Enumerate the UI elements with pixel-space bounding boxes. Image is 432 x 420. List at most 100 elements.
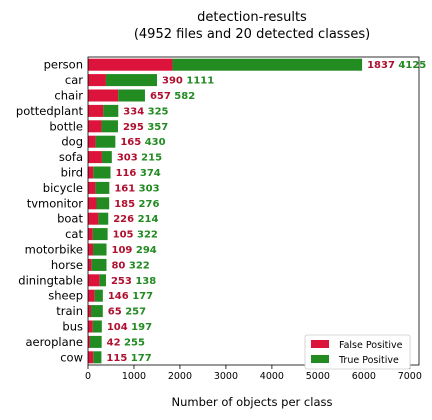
- legend-swatch-false-positive: [311, 340, 329, 348]
- value-false-positive-boat: 226: [113, 214, 134, 225]
- x-axis-label: Number of objects per class: [172, 395, 333, 409]
- bar-true-positive-bottle: [101, 120, 118, 133]
- bar-false-positive-cow: [88, 351, 94, 364]
- bar-false-positive-sofa: [88, 151, 102, 164]
- bar-false-positive-bird: [88, 166, 94, 179]
- value-label-horse: 80 322: [111, 260, 149, 271]
- value-false-positive-person: 1837: [367, 60, 395, 71]
- bar-true-positive-diningtable: [99, 274, 106, 287]
- value-label-sofa: 303 215: [117, 153, 162, 164]
- value-label-bottle: 295 357: [123, 122, 168, 133]
- value-true-positive-bus: 197: [128, 322, 152, 333]
- value-label-boat: 226 214: [113, 214, 158, 225]
- category-label-bus: bus: [62, 320, 83, 334]
- legend-label-false-positive: False Positive: [339, 340, 403, 351]
- value-false-positive-dog: 165: [120, 137, 141, 148]
- value-true-positive-motorbike: 294: [132, 245, 156, 256]
- bar-false-positive-boat: [88, 212, 99, 225]
- value-label-dog: 165 430: [120, 137, 165, 148]
- bar-false-positive-diningtable: [88, 274, 100, 287]
- bar-true-positive-bus: [92, 320, 102, 333]
- x-tick-label-4000: 4000: [260, 371, 284, 382]
- bar-true-positive-aeroplane: [89, 335, 102, 348]
- bar-false-positive-dog: [88, 135, 96, 148]
- category-label-chair: chair: [54, 89, 83, 103]
- category-label-diningtable: diningtable: [18, 273, 83, 287]
- value-false-positive-tvmonitor: 185: [114, 199, 135, 210]
- value-false-positive-chair: 657: [150, 91, 171, 102]
- value-true-positive-boat: 214: [134, 214, 158, 225]
- plot-frame: [87, 56, 420, 366]
- category-label-cow: cow: [60, 350, 83, 364]
- category-label-boat: boat: [57, 212, 83, 226]
- value-true-positive-cow: 177: [127, 353, 151, 364]
- x-tick-label-7000: 7000: [398, 371, 422, 382]
- legend-swatch-true-positive: [311, 355, 329, 363]
- x-tick-label-1000: 1000: [122, 371, 146, 382]
- value-false-positive-motorbike: 109: [112, 245, 133, 256]
- value-true-positive-tvmonitor: 276: [135, 199, 159, 210]
- value-true-positive-dog: 430: [141, 137, 165, 148]
- value-label-aeroplane: 42 255: [107, 337, 145, 348]
- value-label-cat: 105 322: [113, 230, 158, 241]
- bar-true-positive-dog: [95, 135, 116, 148]
- value-label-car: 390 1111: [162, 76, 214, 87]
- value-label-person: 1837 4125: [367, 60, 426, 71]
- value-label-cow: 115 177: [106, 353, 151, 364]
- bar-false-positive-horse: [88, 258, 92, 271]
- bar-true-positive-car: [105, 74, 158, 87]
- bar-true-positive-sofa: [101, 151, 112, 164]
- bar-true-positive-pottedplant: [103, 104, 119, 117]
- category-label-train: train: [56, 304, 83, 318]
- bar-false-positive-car: [88, 74, 106, 87]
- value-false-positive-bird: 116: [116, 168, 137, 179]
- category-label-bicycle: bicycle: [43, 181, 83, 195]
- bar-true-positive-tvmonitor: [96, 197, 110, 210]
- category-label-bird: bird: [61, 166, 83, 180]
- bar-false-positive-pottedplant: [88, 104, 104, 117]
- bar-false-positive-aeroplane: [88, 335, 90, 348]
- value-label-bus: 104 197: [107, 322, 152, 333]
- value-false-positive-bottle: 295: [123, 122, 144, 133]
- bar-false-positive-cat: [88, 228, 93, 241]
- value-true-positive-car: 1111: [183, 76, 214, 87]
- bar-true-positive-bird: [93, 166, 111, 179]
- category-label-horse: horse: [51, 258, 83, 272]
- value-label-train: 65 257: [108, 307, 146, 318]
- value-false-positive-cow: 115: [106, 353, 127, 364]
- value-false-positive-pottedplant: 334: [123, 106, 144, 117]
- bar-false-positive-bottle: [88, 120, 102, 133]
- value-false-positive-sheep: 146: [108, 291, 129, 302]
- bar-true-positive-bicycle: [95, 181, 110, 194]
- bar-false-positive-bus: [88, 320, 93, 333]
- value-label-tvmonitor: 185 276: [114, 199, 159, 210]
- value-false-positive-bus: 104: [107, 322, 128, 333]
- x-tick-label-2000: 2000: [168, 371, 192, 382]
- category-label-bottle: bottle: [49, 119, 83, 133]
- value-label-bicycle: 161 303: [114, 183, 159, 194]
- category-label-dog: dog: [61, 135, 83, 149]
- value-true-positive-pottedplant: 325: [144, 106, 168, 117]
- bar-true-positive-chair: [118, 89, 145, 102]
- bar-true-positive-train: [90, 305, 103, 318]
- bar-false-positive-sheep: [88, 289, 95, 302]
- value-true-positive-horse: 322: [125, 260, 149, 271]
- value-false-positive-train: 65: [108, 307, 122, 318]
- value-true-positive-sheep: 177: [129, 291, 153, 302]
- bar-true-positive-horse: [91, 258, 107, 271]
- value-true-positive-aeroplane: 255: [121, 337, 145, 348]
- category-label-sheep: sheep: [48, 289, 83, 303]
- bar-true-positive-motorbike: [93, 243, 107, 256]
- bar-false-positive-bicycle: [88, 181, 96, 194]
- category-label-pottedplant: pottedplant: [16, 104, 84, 118]
- value-true-positive-bottle: 357: [144, 122, 168, 133]
- value-false-positive-bicycle: 161: [114, 183, 135, 194]
- bar-false-positive-person: [88, 58, 173, 71]
- bar-group: [88, 58, 363, 364]
- x-tick-label-5000: 5000: [306, 371, 330, 382]
- value-true-positive-diningtable: 138: [132, 276, 156, 287]
- bar-false-positive-motorbike: [88, 243, 94, 256]
